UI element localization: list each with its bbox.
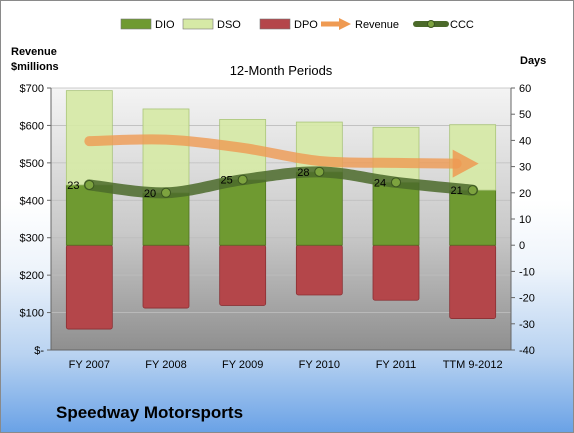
left-axis-tick-label: $600: [20, 120, 44, 132]
right-axis-tick-label: -10: [519, 266, 535, 278]
ccc-point: [84, 179, 95, 190]
bar-dio: [219, 179, 267, 246]
x-axis-tick-label: TTM 9-2012: [443, 359, 503, 371]
left-axis-tick-label: $100: [20, 308, 44, 320]
right-axis-tick-label: 10: [519, 214, 531, 226]
x-axis-tick-label: FY 2008: [145, 359, 186, 371]
ccc-point: [314, 166, 325, 177]
legend-label: DIO: [155, 19, 175, 31]
legend-label: DSO: [217, 19, 241, 31]
plot-area: [51, 88, 511, 350]
legend-swatch-dso: [182, 18, 214, 30]
legend-swatch-ccc-marker: [427, 20, 435, 28]
ccc-data-label: 21: [451, 185, 463, 197]
ccc-point: [391, 177, 401, 188]
ccc-data-label: 25: [221, 175, 233, 187]
left-axis-tick-label: $400: [20, 195, 44, 207]
left-axis-tick-label: $700: [20, 83, 44, 95]
bar-dso: [372, 126, 420, 183]
legend-swatch-dpo: [259, 18, 291, 30]
bar-dpo: [372, 244, 420, 301]
x-axis-tick-label: FY 2009: [222, 359, 263, 371]
right-axis-tick-label: -20: [519, 293, 535, 305]
legend-label: DPO: [294, 19, 318, 31]
ccc-data-label: 24: [374, 177, 386, 189]
right-axis-tick-label: -30: [519, 319, 535, 331]
bar-dpo: [219, 244, 267, 306]
bar-dso: [142, 108, 190, 194]
bar-dpo: [449, 244, 497, 319]
ccc-data-label: 23: [67, 180, 79, 192]
revenue-arrowhead: [452, 149, 479, 178]
bar-dpo: [295, 244, 343, 296]
revenue-line: [84, 134, 462, 169]
legend-swatch-dio: [120, 18, 152, 30]
ccc-data-label: 28: [297, 167, 309, 179]
right-axis-label: Days: [520, 55, 546, 67]
bar-dio: [449, 189, 497, 246]
ccc-point: [161, 187, 171, 198]
right-axis-tick-label: 60: [519, 83, 531, 95]
left-axis-tick-label: $200: [20, 270, 44, 282]
ccc-line: [83, 166, 479, 199]
chart-title: 12-Month Periods: [230, 63, 333, 78]
bar-dio: [295, 171, 343, 246]
right-axis-tick-label: 20: [519, 188, 531, 200]
bar-dpo: [65, 244, 113, 330]
ccc-data-label: 20: [144, 188, 156, 200]
x-axis-tick-label: FY 2010: [299, 359, 340, 371]
right-axis-tick-label: 0: [519, 240, 525, 252]
company-name: Speedway Motorsports: [56, 403, 244, 422]
legend-swatch-revenue-arrow: [339, 18, 351, 30]
right-axis-tick-label: 50: [519, 109, 531, 121]
left-axis-label-line1: Revenue: [11, 46, 57, 58]
legend-label: Revenue: [355, 19, 399, 31]
right-axis-tick-label: 30: [519, 162, 531, 174]
ccc-point: [467, 185, 478, 196]
bar-dpo: [142, 244, 190, 309]
bar-dio: [142, 192, 190, 246]
right-axis-tick-label: -40: [519, 345, 535, 357]
left-axis-tick-label: $300: [20, 233, 44, 245]
bar-dio: [65, 184, 113, 246]
left-axis-label-line2: $millions: [11, 61, 59, 73]
x-axis-tick-label: FY 2007: [69, 359, 110, 371]
x-axis-tick-label: FY 2011: [376, 359, 417, 371]
legend-label: CCC: [450, 19, 474, 31]
bar-dio: [372, 181, 420, 246]
ccc-point: [237, 174, 248, 185]
right-axis-tick-label: 40: [519, 135, 531, 147]
left-axis-tick-label: $500: [20, 158, 44, 170]
left-axis-tick-label: $-: [34, 345, 44, 357]
